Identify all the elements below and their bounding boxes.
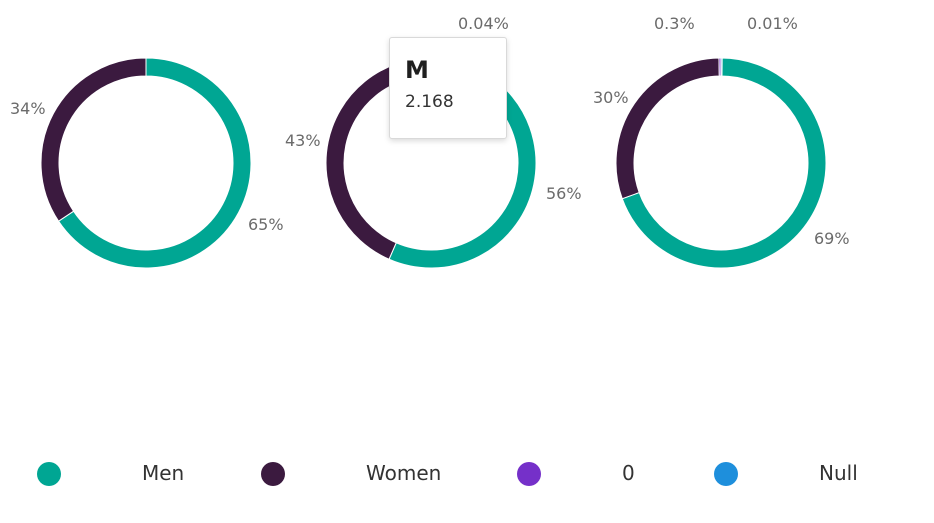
chart3-label-women: 30% xyxy=(593,88,629,107)
legend-dot-zero xyxy=(517,462,541,486)
chart3-label-null: 0.01% xyxy=(747,14,798,33)
chart3-slice-women[interactable] xyxy=(615,57,720,200)
chart3-slice-men[interactable] xyxy=(621,57,827,269)
tooltip-title: M xyxy=(405,56,429,84)
legend-dot-women xyxy=(261,462,285,486)
legend-dot-men xyxy=(37,462,61,486)
legend-label-men: Men xyxy=(142,461,185,485)
tooltip: M 2.168 xyxy=(389,37,507,139)
tooltip-value: 2.168 xyxy=(405,92,454,112)
donut-chart-1 xyxy=(40,57,252,269)
chart1-label-women: 34% xyxy=(10,99,46,118)
chart2-label-women: 43% xyxy=(285,131,321,150)
chart2-label-zero: 0.04% xyxy=(458,14,509,33)
legend-dot-null xyxy=(714,462,738,486)
legend-label-zero: 0 xyxy=(622,461,635,485)
chart3-slice-null[interactable] xyxy=(720,57,723,77)
chart2-label-men: 56% xyxy=(546,184,582,203)
chart3-label-men: 69% xyxy=(814,229,850,248)
legend-label-women: Women xyxy=(366,461,442,485)
chart3-label-zero: 0.3% xyxy=(654,14,695,33)
legend-label-null: Null xyxy=(819,461,858,485)
donut-chart-3 xyxy=(615,57,827,269)
legend: Men Women 0 Null xyxy=(0,455,934,495)
chart1-slice-women[interactable] xyxy=(40,57,147,222)
chart1-label-men: 65% xyxy=(248,215,284,234)
